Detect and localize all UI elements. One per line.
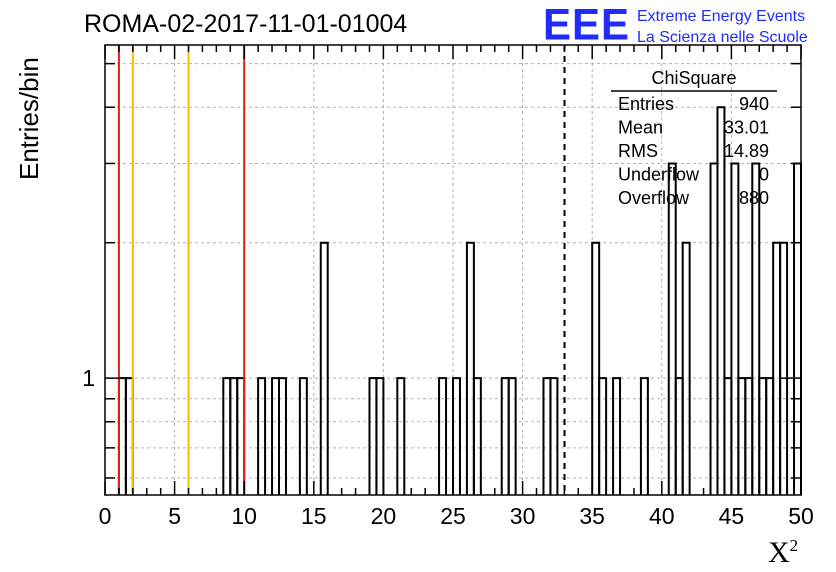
histogram-bin [542,377,552,495]
histogram-bin [737,377,747,495]
histogram-bin [674,377,684,495]
histogram-bin [229,377,239,495]
x-tick-label: 20 [371,503,397,529]
stats-title: ChiSquare [651,68,736,88]
histogram-bin [375,377,385,495]
histogram-bin [465,241,475,495]
histogram-bin [667,162,677,495]
x-axis-label: X2 [768,536,798,570]
logo-line-2: La Scienza nelle Scuole [637,29,808,46]
stats-row-label: Entries [618,94,674,114]
histogram-bin [639,377,649,495]
histogram-bin [779,241,789,495]
histogram-bin [438,377,448,495]
x-tick-label: 45 [719,503,745,529]
stats-row-value: 940 [739,94,769,114]
histogram-bin [612,377,622,495]
histogram-bin [765,377,775,495]
histogram-bin [222,377,232,495]
histogram-bin [751,162,761,495]
eee-logo-text: Extreme Energy Events La Scienza nelle S… [637,6,808,48]
x-tick-label: 15 [301,503,327,529]
histogram-bin [298,377,308,495]
histogram-bin [758,377,768,495]
histogram-bin [278,377,287,495]
histogram-bin [716,106,726,495]
histogram-bin [709,162,719,495]
histogram-bin [723,377,733,495]
x-tick-label: 50 [788,503,814,529]
logo-line-1: Extreme Energy Events [637,8,806,25]
stats-row-value: 33.01 [724,118,769,138]
histogram-bin [236,377,246,495]
histogram-bin [271,377,280,495]
histogram-bin [507,377,517,495]
y-axis-label: Entries/bin [14,57,44,180]
histogram-bin [472,377,482,495]
histogram-bin [681,241,691,495]
histogram-bin [124,377,134,495]
histogram-bin [368,377,378,495]
histogram-bin [744,377,754,495]
run-title: ROMA-02-2017-11-01-01004 [84,10,408,38]
histogram-bin [591,241,601,495]
histogram-bin [319,241,329,495]
eee-logo-mark: EEE [543,0,631,50]
stats-row-value: 880 [739,188,769,208]
stats-row-label: RMS [618,141,658,161]
x-tick-label: 30 [510,503,536,529]
histogram-bin [117,377,127,495]
x-tick-label: 40 [649,503,675,529]
stats-row-label: Underflow [618,165,700,185]
stats-row-value: 0 [759,165,769,185]
stats-row-value: 14.89 [724,141,769,161]
histogram-bin [793,162,802,495]
y-tick-label: 1 [82,365,95,391]
x-tick-label: 5 [168,503,181,529]
x-tick-label: 35 [579,503,605,529]
histogram-bin [730,162,740,495]
x-axis-label-base: X [768,536,790,569]
x-axis-label-sup: 2 [789,536,799,555]
stats-row-label: Overflow [618,188,690,208]
histogram-bin [396,377,406,495]
stats-row-label: Mean [618,118,663,138]
histogram-bin [257,377,267,495]
histogram-bin [598,377,608,495]
histogram-bin [500,377,510,495]
histogram-bin [549,377,559,495]
x-tick-label: 10 [231,503,257,529]
histogram-bin [452,377,461,495]
x-tick-label: 25 [440,503,466,529]
histogram-bin [772,241,782,495]
x-tick-label: 0 [99,503,112,529]
eee-logo: EEE Extreme Energy Events La Scienza nel… [543,0,808,50]
